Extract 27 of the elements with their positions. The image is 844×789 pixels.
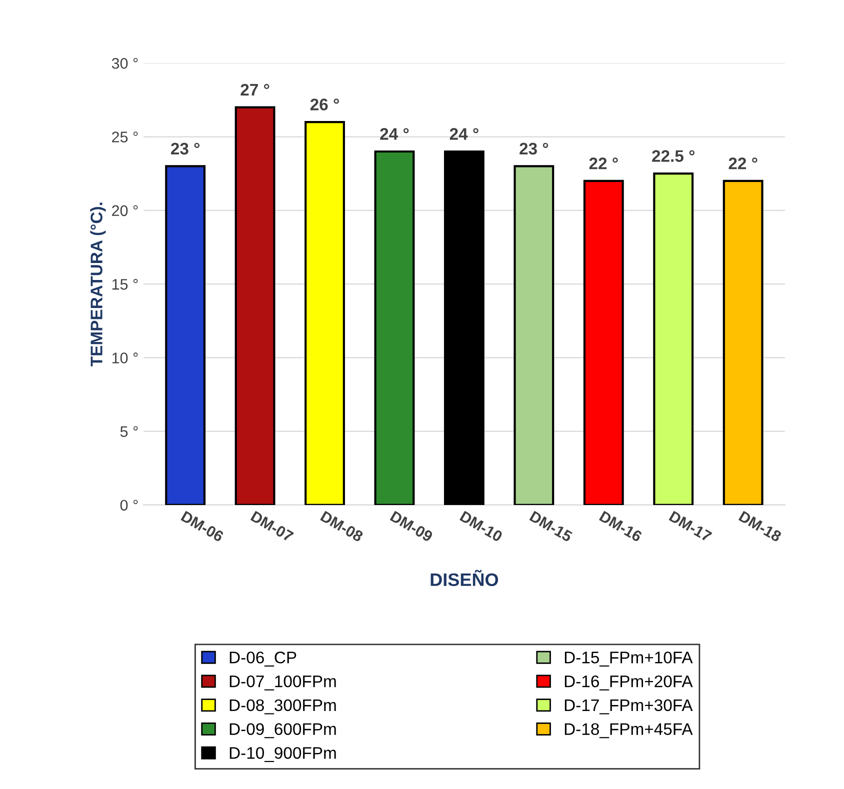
y-tick-label: 15 ° [112,278,138,290]
data-label: 23 ° [170,142,200,155]
data-label: 22.5 ° [652,150,695,162]
y-tick-label: 25 ° [112,132,138,142]
legend-label: D-17_FPm+30FA [564,699,693,714]
legend-label: D-08_300FPm [230,699,336,714]
y-tick-label: 20 ° [112,205,138,216]
y-tick-label: 5 ° [120,426,138,438]
data-label: 27 ° [240,84,270,96]
y-axis-title: TEMPERATURA (°C). [90,202,106,366]
data-label: 22 ° [589,158,618,170]
data-label: 24 ° [380,128,409,140]
legend-label: D-07_100FPm [230,675,336,690]
legend-label: D-06_CP [230,652,296,667]
legend-label: D-10_900FPm [230,747,336,762]
data-label: 26 ° [310,98,339,110]
legend-label: D-16_FPm+20FA [564,675,693,690]
y-tick-label: 10 ° [112,352,138,364]
y-tick-label: 0 ° [120,500,138,511]
legend-label: D-09_600FPm [230,723,336,738]
y-tick-label: 30 ° [112,58,138,69]
data-label: 24 ° [450,128,478,140]
legend-label: D-18_FPm+45FA [564,723,693,738]
data-label: 23 ° [520,142,548,155]
legend-label: D-15_FPm+10FA [564,652,693,667]
data-label: 22 ° [728,158,758,170]
x-axis-title: DISEÑO [430,570,498,586]
